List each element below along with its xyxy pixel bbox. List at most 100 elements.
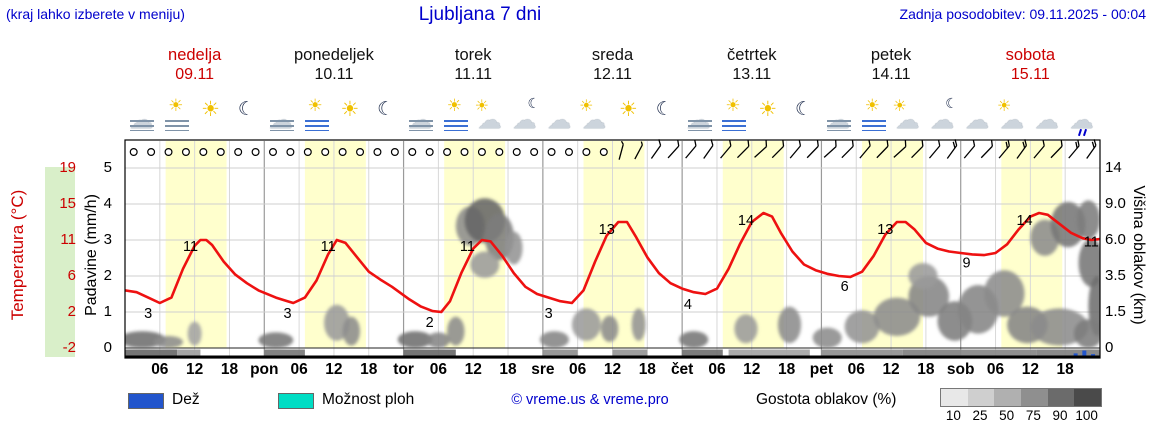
- fog-sun-blue-icon: ☀: [717, 97, 751, 137]
- sun-glyph: ☀: [474, 96, 489, 115]
- cloud-blob: [873, 297, 921, 336]
- day-band: [722, 141, 784, 348]
- wind-barb-icon: [928, 139, 941, 159]
- precip-tick: 3: [103, 231, 112, 248]
- calm-wind-icon: [147, 148, 156, 157]
- density-swatch: [994, 389, 1022, 406]
- wind-row: [129, 139, 1097, 160]
- fog-cloud-icon: ☁: [404, 97, 438, 137]
- cloud-blob: [426, 332, 450, 349]
- wind-barb-icon: [893, 140, 907, 158]
- showers-legend-label: Možnost ploh: [322, 391, 415, 408]
- temp-value-label: 2: [426, 315, 434, 331]
- day-name: sreda: [591, 46, 634, 64]
- ground-fog-layer: [125, 349, 1100, 357]
- cloud-blob: [258, 332, 294, 349]
- temp-axis-label: Temperatura (°C): [8, 189, 27, 321]
- ground-fog: [403, 349, 456, 357]
- x-axis-hour-label: 06: [708, 361, 726, 378]
- calm-wind-icon: [216, 148, 225, 157]
- calm-wind-icon: [286, 148, 295, 157]
- temp-tick: 15: [59, 195, 76, 212]
- calm-wind-icon: [303, 148, 312, 157]
- temp-tick: 2: [67, 303, 76, 320]
- x-axis-hour-label: 12: [464, 361, 482, 378]
- x-axis-hour-label: 12: [1021, 361, 1039, 378]
- precip-tick: 0: [103, 339, 112, 356]
- day-name: četrtek: [727, 46, 777, 64]
- sun-glyph: ☀: [618, 97, 638, 121]
- wind-barb-icon: [634, 141, 643, 160]
- x-axis-hour-label: 18: [777, 361, 796, 378]
- calm-wind-icon: [564, 148, 573, 157]
- rain-legend-label: Dež: [172, 391, 200, 408]
- fog-cloud-icon: ☁: [822, 97, 856, 137]
- wind-barb-icon: [771, 139, 785, 159]
- fog-glyph: [826, 120, 851, 131]
- day-date: 15.11: [1010, 66, 1050, 83]
- ground-fog: [902, 349, 961, 357]
- sun-icon: ☀: [334, 97, 368, 137]
- temp-value-label: 11: [1084, 234, 1099, 250]
- wind-barb-icon: [754, 140, 768, 158]
- cloud-height-tick: 9.0: [1105, 195, 1126, 212]
- calm-wind-icon: [129, 148, 138, 157]
- x-axis-day-label: pet: [809, 361, 834, 378]
- day-date: 14.11: [871, 66, 911, 83]
- temp-value-label: 11: [321, 239, 336, 255]
- cloud-blob: [571, 308, 601, 341]
- wind-barb-icon: [1033, 139, 1045, 159]
- day-name: torek: [454, 46, 492, 64]
- x-axis-day-label: čet: [670, 361, 694, 378]
- cloud-glyph: ☁: [965, 106, 990, 134]
- wind-barb-icon: [1050, 139, 1063, 159]
- day-name: sobota: [1005, 46, 1056, 64]
- temperature-scale-strip: [45, 167, 75, 357]
- x-axis-hour-label: 06: [429, 361, 448, 378]
- cloud-blob: [342, 316, 361, 346]
- sun-glyph: ☀: [307, 96, 323, 116]
- x-axis-hour-label: 18: [638, 361, 656, 378]
- temp-value-label: 3: [144, 306, 152, 322]
- moon-glyph: ☾: [237, 98, 255, 120]
- moon-cloud-icon: ☾ ☁: [508, 97, 542, 137]
- calm-wind-icon: [338, 148, 347, 157]
- sun-glyph: ☀: [996, 96, 1012, 115]
- x-axis-hour-label: 12: [743, 361, 761, 378]
- cloud-glyph: ☁: [547, 106, 572, 134]
- calm-wind-icon: [425, 148, 434, 157]
- copyright-link[interactable]: © vreme.us & vreme.pro: [511, 392, 669, 408]
- cloud-glyph: ☁: [512, 106, 537, 134]
- cloud-blob: [679, 331, 709, 348]
- cloud-glyph: ☁: [477, 106, 502, 134]
- density-tick-label: 90: [1052, 408, 1068, 423]
- moon-glyph: ☾: [377, 98, 395, 120]
- day-name: nedelja: [168, 46, 222, 64]
- partly-cloudy-icon: ☀ ☁: [996, 97, 1030, 137]
- wind-barb-icon: [736, 139, 750, 159]
- calm-wind-icon: [582, 148, 591, 157]
- moon-icon: ☾: [369, 97, 403, 137]
- x-axis-hour-label: 12: [325, 361, 343, 378]
- ground-fog: [821, 349, 903, 357]
- cloud-blob: [470, 251, 500, 278]
- ground-fog: [264, 349, 305, 357]
- x-axis-hour-label: 12: [882, 361, 900, 378]
- cloud-blob: [1073, 319, 1100, 348]
- cloud-height-tick: 14: [1105, 159, 1122, 176]
- density-tick-label: 10: [945, 408, 961, 423]
- cloud-blob: [631, 308, 646, 341]
- temperature-value-labels: 11 11 11 13 14 13 14 11 3 3 2 3 4 6 9: [144, 213, 1099, 331]
- wind-barb-icon: [980, 139, 994, 159]
- fog-cloud-icon: ☁: [683, 97, 717, 137]
- location-menu-hint: (kraj lahko izberete v meniju): [6, 6, 185, 22]
- temp-value-label: 13: [877, 222, 893, 238]
- cloud-glyph: ☁: [895, 106, 920, 134]
- rain-bar: [1073, 353, 1078, 357]
- x-axis-hour-label: 06: [151, 361, 169, 378]
- x-axis-hour-label: 18: [1056, 361, 1074, 378]
- cloud-blob: [187, 321, 202, 346]
- sun-glyph: ☀: [864, 96, 880, 116]
- sun-glyph: ☀: [579, 96, 594, 115]
